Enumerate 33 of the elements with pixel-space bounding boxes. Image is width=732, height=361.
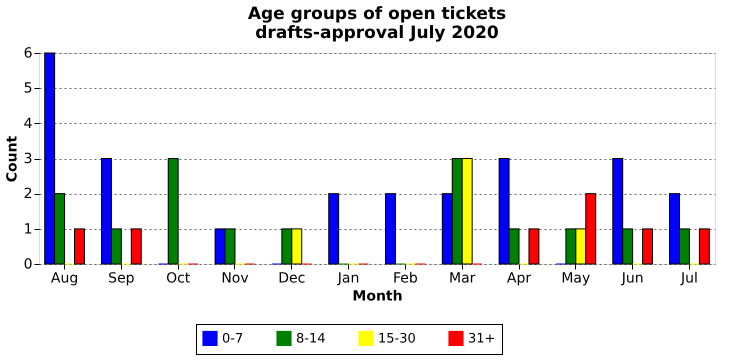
bar (698, 228, 710, 264)
x-tick-label: Sep (108, 270, 135, 286)
bar (642, 228, 654, 264)
y-tick-label: 5 (24, 80, 32, 97)
legend-label: 15-30 (378, 331, 416, 346)
y-tick-label: 2 (24, 186, 32, 202)
y-tick-label: 1 (24, 221, 32, 238)
bar (74, 228, 85, 264)
bar (385, 193, 396, 264)
y-tick-label: 6 (24, 46, 33, 62)
x-tick-label: Jun (620, 270, 644, 286)
x-tick-label: Oct (166, 270, 191, 286)
y-tick-label: 3 (24, 151, 32, 167)
bar (528, 228, 540, 264)
x-tick-label: Jul (680, 270, 698, 286)
x-axis-title: Month (352, 288, 403, 304)
x-tick-label: Feb (393, 270, 418, 286)
x-tick-label: Apr (506, 270, 532, 286)
x-tick-label: Jan (336, 270, 360, 286)
bar (130, 228, 142, 264)
x-tick-label: May (561, 270, 590, 286)
y-tick-label: 4 (24, 116, 33, 132)
x-tick-label: Nov (221, 270, 249, 286)
legend-label: 0-7 (222, 331, 244, 346)
x-tick-label: Aug (50, 270, 78, 286)
x-tick-label: Mar (449, 270, 476, 286)
legend-label: 8-14 (296, 331, 326, 346)
chart-title: Age groups of open tickets drafts-approval July 2020 (248, 4, 506, 43)
legend-label: 31+ (468, 331, 496, 346)
y-axis-title: Count (4, 135, 21, 182)
y-tick-label: 0 (24, 256, 32, 272)
bar (328, 193, 340, 264)
x-tick-label: Dec (278, 270, 306, 286)
